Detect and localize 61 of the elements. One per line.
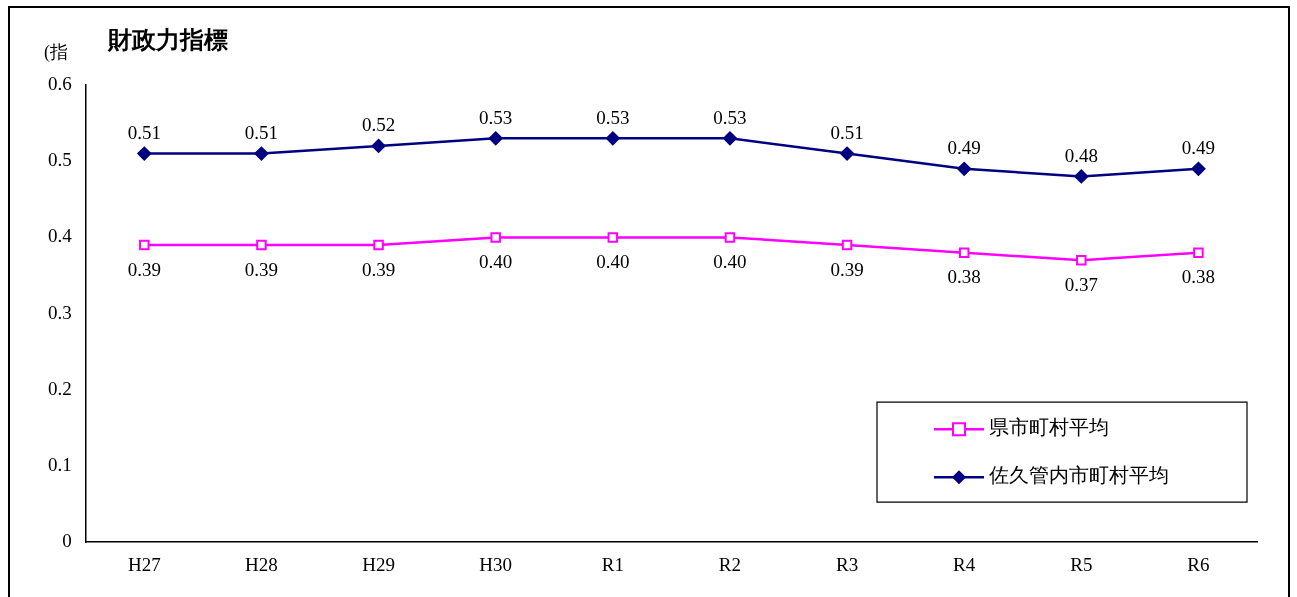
y-tick-label: 0.3: [48, 301, 72, 323]
y-tick-label: 0.5: [48, 149, 72, 171]
x-tick-label: R6: [1187, 553, 1210, 575]
x-tick-label: R2: [718, 553, 742, 575]
y-tick-label: 0.2: [48, 377, 72, 399]
point: [840, 146, 855, 161]
data-label: 0.37: [1064, 273, 1098, 295]
point: [373, 239, 384, 251]
point: [490, 232, 501, 243]
point: [139, 239, 150, 251]
point: [841, 239, 853, 251]
data-label: 0.49: [1181, 137, 1216, 159]
data-label: 0.53: [713, 106, 747, 128]
x-tick-label: H30: [479, 553, 513, 575]
data-label: 0.53: [596, 106, 630, 128]
data-label: 0.52: [361, 114, 396, 136]
point: [958, 247, 970, 258]
data-label: 0.51: [127, 122, 161, 144]
y-tick-label: 0.6: [48, 72, 72, 94]
point: [488, 131, 503, 146]
x-tick-label: R1: [601, 553, 624, 575]
point: [722, 131, 737, 146]
point: [1191, 161, 1206, 176]
point: [254, 146, 269, 161]
data-label: 0.51: [244, 122, 279, 144]
point: [1076, 255, 1087, 266]
data-label: 0.39: [244, 258, 279, 280]
data-label: 0.39: [830, 258, 864, 280]
y-tick-label: 0.1: [48, 453, 72, 475]
legend-label: 県市町村平均: [989, 416, 1109, 439]
y-axis-title: (指: [44, 41, 68, 64]
point: [605, 131, 620, 146]
data-label: 0.39: [127, 258, 161, 280]
x-tick-label: R5: [1070, 553, 1093, 575]
point: [137, 146, 152, 161]
data-label: 0.49: [947, 137, 981, 159]
data-label: 0.40: [713, 250, 747, 272]
point: [256, 239, 267, 251]
data-label: 0.40: [596, 250, 630, 272]
y-tick-label: 0.4: [48, 225, 73, 247]
y-tick-label: 0: [62, 530, 72, 552]
x-tick-label: H29: [362, 553, 395, 575]
data-label: 0.40: [479, 250, 513, 272]
legend-label: 佐久管内市町村平均: [989, 464, 1169, 487]
data-label: 0.51: [830, 122, 864, 144]
point: [1193, 247, 1204, 258]
point: [371, 138, 386, 153]
point: [957, 161, 972, 176]
point: [1074, 169, 1089, 184]
data-label: 0.48: [1064, 144, 1098, 166]
x-tick-label: H28: [245, 553, 278, 575]
point: [607, 232, 619, 243]
point: [724, 232, 736, 243]
chart-title: 財政力指標: [108, 25, 228, 56]
x-tick-label: R4: [953, 553, 976, 575]
data-label: 0.38: [947, 266, 981, 288]
data-label: 0.38: [1181, 266, 1216, 288]
x-tick-label: R3: [835, 553, 859, 575]
x-tick-label: H27: [127, 553, 161, 575]
data-label: 0.53: [479, 106, 513, 128]
data-label: 0.39: [361, 258, 396, 280]
